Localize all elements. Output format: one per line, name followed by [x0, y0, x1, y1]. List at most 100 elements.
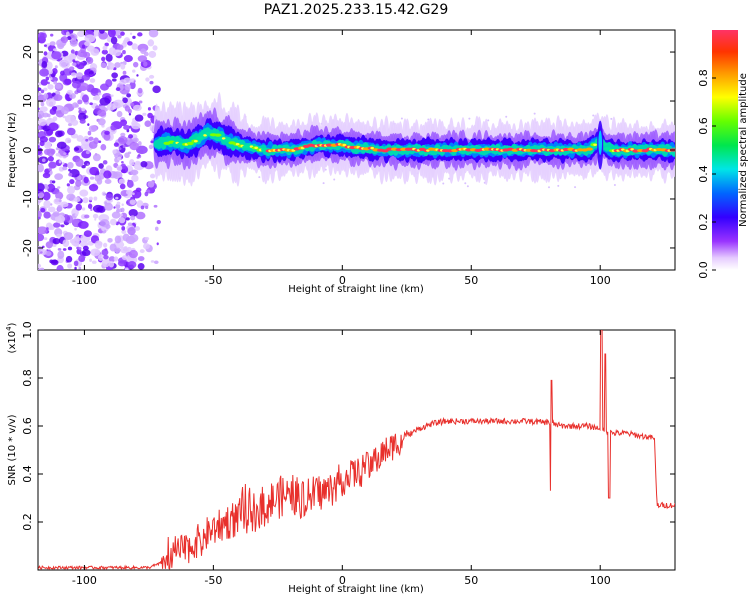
noise-dot: [547, 186, 550, 189]
noise-blob: [83, 230, 92, 237]
spectrogram-y-ticks: -20 -10 0 10 20: [21, 45, 675, 257]
noise-blob: [127, 227, 136, 236]
noise-dot: [258, 176, 261, 179]
noise-blob: [113, 99, 124, 108]
noise-blob: [118, 178, 126, 185]
noise-blob: [54, 173, 64, 181]
noise-blob: [43, 51, 48, 56]
noise-blob: [60, 224, 65, 228]
noise-blob: [38, 210, 42, 219]
noise-blob: [94, 218, 97, 221]
noise-blob: [41, 61, 48, 69]
noise-blob: [48, 69, 53, 75]
noise-dot: [322, 182, 325, 185]
colorbar-tick-label: 0.6: [697, 117, 710, 135]
noise-blob: [75, 180, 82, 187]
noise-blob: [85, 138, 89, 142]
noise-blob: [74, 227, 77, 231]
noise-blob: [40, 79, 48, 86]
noise-blob: [62, 166, 68, 171]
ridge-core: [585, 147, 593, 151]
noise-blob: [40, 102, 45, 107]
noise-blob: [67, 185, 76, 195]
noise-blob: [60, 36, 69, 44]
x-tick-label: 100: [590, 574, 611, 587]
noise-blob: [148, 74, 155, 79]
noise-dot: [574, 186, 577, 189]
noise-blob: [148, 144, 154, 150]
ridge-core: [186, 141, 194, 146]
noise-blob: [52, 243, 57, 248]
noise-blob: [86, 45, 95, 52]
x-tick-label: -50: [204, 574, 222, 587]
noise-blob: [72, 59, 76, 63]
noise-blob: [60, 70, 65, 76]
figure-title: PAZ1.2025.233.15.42.G29: [264, 2, 449, 18]
noise-blob: [48, 161, 57, 169]
noise-blob: [150, 260, 155, 263]
colorbar-label: Normalized spectral amplitude: [738, 73, 749, 227]
noise-blob: [122, 144, 126, 149]
noise-blob: [112, 171, 123, 180]
noise-blob: [79, 118, 86, 124]
noise-blob: [88, 196, 93, 201]
colorbar: 0.0 0.2 0.4 0.6 0.8 Normalized spectral ampl…: [697, 30, 749, 279]
noise-blob: [71, 218, 80, 225]
noise-blob: [38, 107, 40, 111]
noise-blob: [64, 78, 72, 85]
noise-blob: [130, 215, 136, 221]
noise-blob: [38, 163, 44, 173]
noise-blob: [104, 178, 112, 184]
noise-blob: [107, 237, 113, 243]
noise-blob: [132, 35, 136, 39]
noise-blob: [121, 226, 126, 231]
y-tick-label: 0.8: [21, 369, 34, 387]
noise-blob: [100, 143, 107, 151]
noise-dot: [610, 117, 613, 120]
noise-blob: [128, 249, 138, 259]
spectrogram-x-ticks: -100 -50 0 50 100: [72, 30, 611, 287]
snr-y-label: SNR (10 * v/v): [7, 414, 18, 485]
noise-blob: [127, 41, 133, 46]
noise-blob: [102, 160, 108, 165]
noise-blob: [98, 140, 102, 144]
noise-blob: [131, 120, 138, 126]
ridge-core-highlight: [221, 137, 226, 140]
noise-blob: [91, 260, 97, 264]
noise-blob: [52, 211, 60, 217]
noise-blob: [128, 113, 132, 116]
noise-blob: [69, 39, 78, 47]
noise-blob: [52, 106, 57, 112]
noise-blob: [38, 110, 45, 119]
noise-blob: [53, 94, 63, 101]
noise-dot: [466, 185, 469, 188]
noise-blob: [64, 114, 76, 124]
noise-blob: [72, 102, 79, 108]
noise-blob: [40, 89, 45, 94]
snr-series-line: [38, 330, 675, 570]
noise-blob: [119, 31, 125, 36]
noise-blob: [57, 186, 61, 189]
noise-blob: [132, 69, 136, 73]
noise-blob: [103, 242, 108, 248]
noise-blob: [147, 181, 155, 188]
noise-blob: [140, 160, 148, 168]
noise-blob: [62, 161, 65, 165]
noise-blob: [117, 34, 122, 39]
noise-blob: [88, 184, 99, 192]
noise-blob: [51, 51, 62, 60]
noise-blob: [38, 192, 45, 199]
noise-blob: [62, 239, 70, 248]
noise-blob: [81, 249, 91, 257]
noise-blob: [108, 47, 116, 56]
noise-dot: [427, 118, 430, 121]
x-tick-label: 100: [590, 274, 611, 287]
y-tick-label: 10: [21, 94, 34, 108]
noise-blob: [39, 68, 50, 77]
noise-blob: [47, 206, 56, 213]
noise-blob: [140, 205, 145, 210]
noise-blob: [86, 163, 90, 166]
noise-blob: [81, 74, 90, 81]
noise-blob: [48, 117, 52, 121]
